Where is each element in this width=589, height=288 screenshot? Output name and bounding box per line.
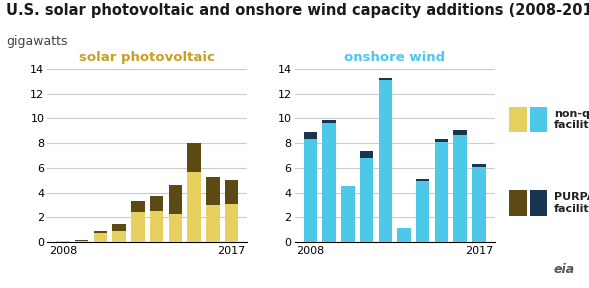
Bar: [150, 196, 163, 211]
Bar: [416, 179, 429, 181]
Bar: [472, 164, 486, 167]
Bar: [322, 120, 336, 124]
Bar: [94, 232, 107, 233]
Bar: [379, 80, 392, 242]
Bar: [56, 241, 70, 242]
Bar: [225, 180, 239, 204]
Bar: [131, 212, 145, 242]
Bar: [454, 134, 467, 242]
Text: non-qualifying
facilities: non-qualifying facilities: [554, 109, 589, 130]
Text: U.S. solar photovoltaic and onshore wind capacity additions (2008-2017): U.S. solar photovoltaic and onshore wind…: [6, 3, 589, 18]
Bar: [454, 130, 467, 134]
Bar: [416, 181, 429, 242]
Bar: [112, 224, 126, 232]
Bar: [94, 233, 107, 242]
Bar: [131, 200, 145, 212]
Bar: [435, 142, 448, 242]
Bar: [360, 158, 373, 242]
Bar: [206, 177, 220, 205]
Bar: [187, 172, 201, 242]
Text: gigawatts: gigawatts: [6, 35, 67, 48]
Bar: [435, 139, 448, 142]
Text: onshore wind: onshore wind: [344, 51, 445, 64]
Bar: [187, 143, 201, 172]
Bar: [322, 124, 336, 242]
Bar: [360, 151, 373, 158]
Bar: [168, 213, 182, 242]
Bar: [397, 228, 411, 242]
Bar: [75, 240, 88, 241]
Bar: [168, 185, 182, 213]
Bar: [150, 211, 163, 242]
Bar: [379, 78, 392, 80]
Text: eia: eia: [553, 264, 574, 276]
Bar: [341, 186, 355, 242]
Bar: [75, 241, 88, 242]
Bar: [206, 205, 220, 242]
Text: solar photovoltaic: solar photovoltaic: [80, 51, 215, 64]
Text: PURPA-qualifying
facilities: PURPA-qualifying facilities: [554, 192, 589, 214]
Bar: [303, 139, 317, 242]
Bar: [472, 167, 486, 242]
Bar: [303, 132, 317, 139]
Bar: [112, 232, 126, 242]
Bar: [225, 204, 239, 242]
